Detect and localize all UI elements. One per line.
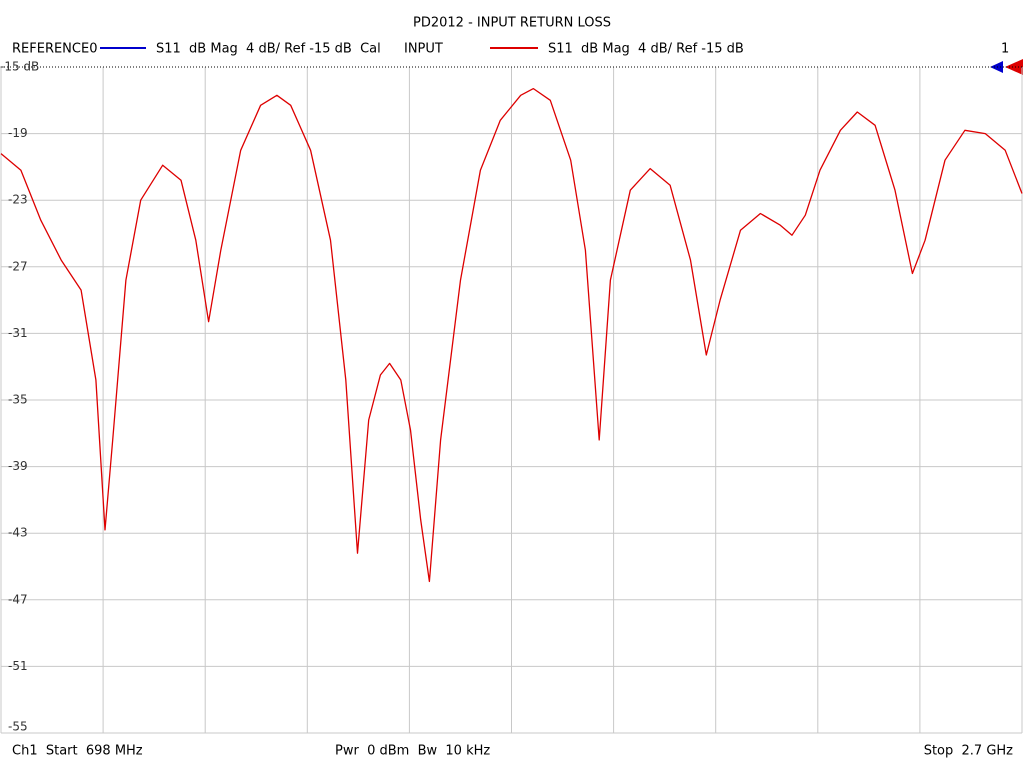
y-tick-label: -23 bbox=[8, 193, 28, 207]
marker-label: 1 bbox=[1001, 42, 1009, 57]
y-tick-label: -51 bbox=[8, 659, 28, 673]
reference-arrow bbox=[990, 61, 1003, 73]
y-tick-label: -47 bbox=[8, 592, 28, 606]
footer-power: Pwr 0 dBm Bw 10 kHz bbox=[335, 744, 490, 759]
footer-stop: Stop 2.7 GHz bbox=[924, 744, 1013, 759]
chart-title: PD2012 - INPUT RETURN LOSS bbox=[413, 16, 611, 31]
y-tick-label: -55 bbox=[8, 720, 28, 734]
legend-label: S11 dB Mag 4 dB/ Ref -15 dB bbox=[548, 42, 744, 57]
y-tick-label: -31 bbox=[8, 326, 28, 340]
y-tick-label: -15 dB bbox=[0, 60, 39, 74]
reference-label: S11 dB Mag 4 dB/ Ref -15 dB Cal bbox=[156, 42, 381, 57]
reference-name: REFERENCE0 bbox=[12, 42, 97, 57]
trace bbox=[0, 87, 1023, 583]
y-tick-label: -19 bbox=[8, 126, 28, 140]
footer-start: Ch1 Start 698 MHz bbox=[12, 744, 143, 759]
y-tick-label: -27 bbox=[8, 259, 28, 273]
y-tick-label: -35 bbox=[8, 393, 28, 407]
y-tick-label: -43 bbox=[8, 526, 28, 540]
legend-name: INPUT bbox=[404, 42, 443, 57]
y-tick-label: -39 bbox=[8, 459, 28, 473]
trace-arrow bbox=[1005, 59, 1023, 75]
